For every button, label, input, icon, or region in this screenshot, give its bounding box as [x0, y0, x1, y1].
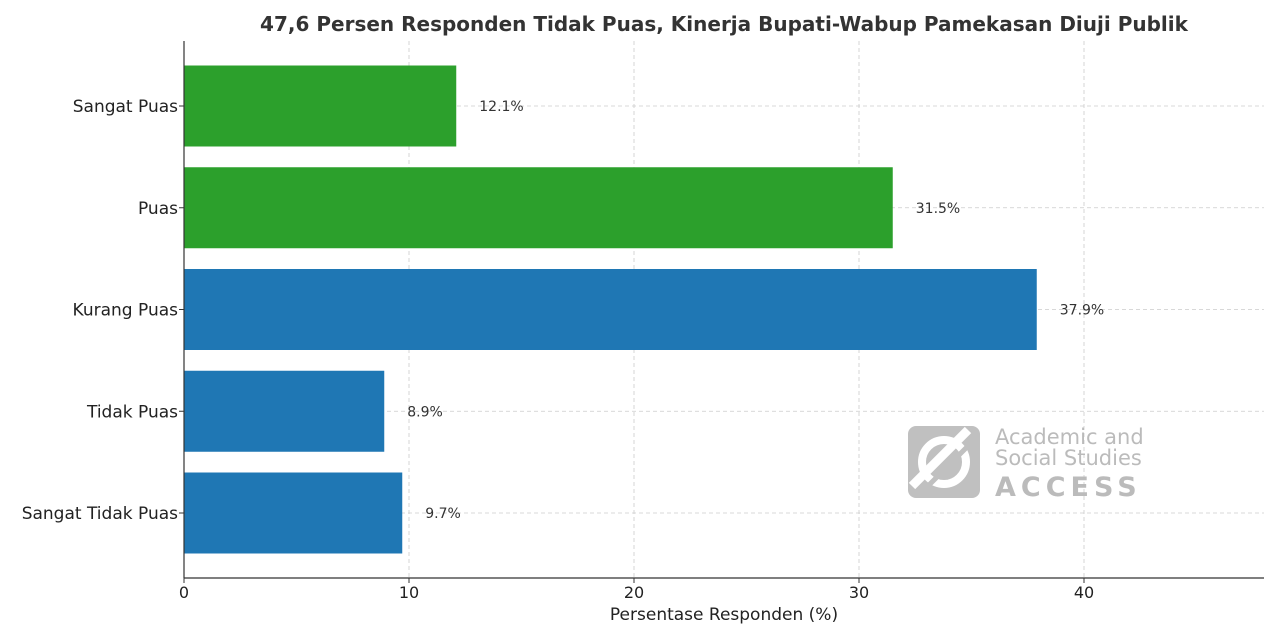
chart-title: 47,6 Persen Responden Tidak Puas, Kinerj…: [260, 12, 1189, 36]
watermark: Academic and Social Studies ACCESS: [908, 425, 1144, 503]
value-label: 9.7%: [425, 506, 461, 522]
access-logo-icon: [908, 426, 980, 498]
bars: [184, 65, 1037, 554]
x-ticks: 0 10 20 30 40: [179, 578, 1094, 602]
value-labels: 12.1% 31.5% 37.9% 8.9% 9.7%: [407, 99, 1104, 522]
y-tick-labels: Sangat Puas Puas Kurang Puas Tidak Puas Sang…: [22, 97, 184, 524]
watermark-line1: Academic and: [995, 425, 1144, 449]
watermark-line2: Social Studies: [995, 446, 1142, 470]
bar: [184, 370, 385, 452]
x-tick-label: 30: [849, 583, 869, 602]
category-label: Sangat Puas: [73, 97, 178, 117]
value-label: 8.9%: [407, 404, 443, 420]
bar: [184, 269, 1037, 350]
value-label: 31.5%: [916, 201, 960, 217]
x-axis-label: Persentase Responden (%): [610, 605, 838, 625]
category-label: Tidak Puas: [86, 402, 178, 422]
bar: [184, 167, 893, 249]
bar: [184, 65, 457, 147]
value-label: 37.9%: [1060, 303, 1104, 319]
category-label: Kurang Puas: [73, 301, 179, 321]
watermark-line3: ACCESS: [995, 472, 1142, 503]
x-tick-label: 20: [624, 583, 644, 602]
category-label: Puas: [138, 199, 178, 219]
value-label: 12.1%: [479, 99, 523, 115]
category-label: Sangat Tidak Puas: [22, 504, 178, 524]
x-tick-label: 0: [179, 583, 189, 602]
x-tick-label: 40: [1074, 583, 1094, 602]
x-tick-label: 10: [399, 583, 419, 602]
bar: [184, 472, 403, 554]
